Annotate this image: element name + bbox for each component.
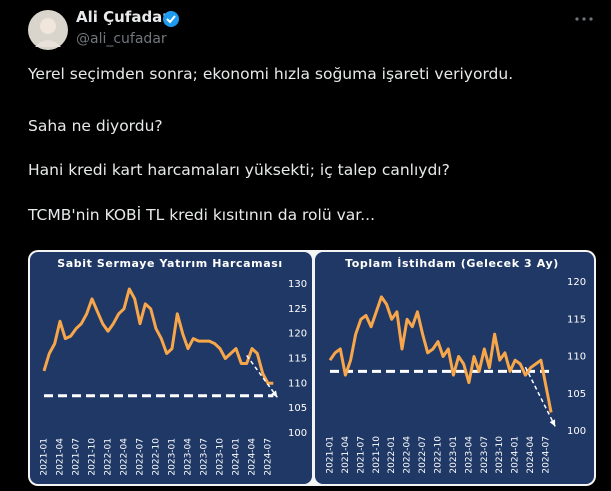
y-tick-label: 130 (288, 279, 307, 290)
y-tick-label: 115 (567, 314, 586, 325)
x-tick-label: 2021-04 (56, 438, 66, 476)
x-tick-label: 2022-04 (120, 438, 130, 476)
x-tick-label: 2024-04 (526, 436, 536, 474)
x-tick-label: 2024-01 (232, 438, 242, 476)
x-tick-label: 2022-01 (104, 438, 114, 476)
x-tick-label: 2023-04 (184, 438, 194, 476)
trend-arrow-head (271, 390, 278, 398)
x-tick-label: 2023-10 (216, 438, 226, 476)
tweet-text: Yerel seçimden sonra; ekonomi hızla soğu… (28, 65, 514, 83)
trend-arrow-head (549, 419, 556, 427)
tweet-text: Hani kredi kart harcamaları yüksekti; iç… (28, 161, 450, 179)
x-tick-label: 2023-07 (480, 436, 490, 474)
x-tick-label: 2024-07 (542, 436, 552, 474)
x-tick-label: 2024-04 (248, 438, 258, 476)
data-line (328, 295, 553, 413)
x-tick-label: 2022-10 (152, 438, 162, 476)
author-handle[interactable]: @ali_cufadar (76, 31, 167, 47)
x-tick-label: 2021-07 (356, 436, 366, 474)
chart-title: Toplam İstihdam (Gelecek 3 Ay) (345, 256, 559, 270)
chart-title: Sabit Sermaye Yatırım Harcaması (57, 257, 283, 270)
trend-arrow (246, 355, 278, 398)
y-tick-label: 125 (288, 304, 307, 315)
x-tick-label: 2023-10 (495, 436, 505, 474)
tweet-text: TCMB'nin KOBİ TL kredi kısıtının da rolü… (28, 206, 375, 224)
author-name[interactable]: Ali Çufadar (76, 8, 170, 26)
x-tick-label: 2021-10 (372, 436, 382, 474)
y-tick-label: 105 (567, 389, 586, 400)
data-line (42, 287, 274, 385)
x-tick-label: 2022-01 (387, 436, 397, 474)
y-tick-label: 105 (288, 403, 307, 414)
tweet-text: Saha ne diyordu? (28, 117, 163, 135)
y-tick-label: 110 (288, 378, 307, 389)
verified-badge (163, 11, 179, 27)
avatar[interactable] (27, 9, 69, 51)
y-tick-label: 120 (567, 277, 586, 288)
x-tick-label: 2021-07 (72, 438, 82, 476)
x-tick-label: 2023-01 (449, 436, 459, 474)
x-tick-label: 2021-01 (40, 438, 50, 476)
x-tick-label: 2024-01 (511, 436, 521, 474)
x-tick-label: 2022-07 (136, 438, 146, 476)
x-tick-label: 2023-01 (168, 438, 178, 476)
x-tick-label: 2023-07 (200, 438, 210, 476)
x-tick-label: 2021-10 (88, 438, 98, 476)
y-tick-label: 120 (288, 329, 307, 340)
chart-image[interactable]: Sabit Sermaye Yatırım Harcaması 100 105 110… (28, 250, 596, 486)
y-tick-label: 110 (567, 352, 586, 363)
more-button[interactable] (574, 15, 594, 23)
x-tick-label: 2022-10 (434, 436, 444, 474)
y-tick-label: 100 (567, 426, 586, 437)
x-tick-label: 2022-07 (418, 436, 428, 474)
x-tick-label: 2021-01 (326, 436, 336, 474)
x-tick-label: 2023-04 (464, 436, 474, 474)
y-tick-label: 115 (288, 354, 307, 365)
x-tick-label: 2024-07 (264, 438, 274, 476)
x-tick-label: 2022-04 (403, 436, 413, 474)
x-tick-label: 2021-04 (341, 436, 351, 474)
y-tick-label: 100 (288, 428, 307, 439)
